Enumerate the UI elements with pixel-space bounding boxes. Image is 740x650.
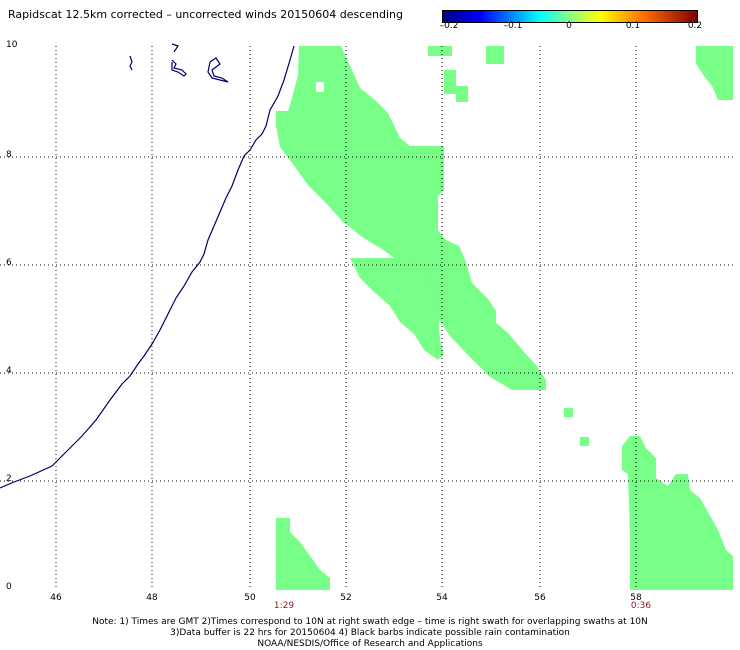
swath-time-left: 1:29 [273,601,295,611]
colorbar-label: 0.2 [687,21,703,31]
x-tick-label: 54 [436,593,448,603]
y-tick-label: 2 [6,474,12,484]
colorbar-label: –0.1 [503,21,523,31]
colorbar [442,10,698,23]
coastline [0,43,295,489]
y-tick-label: 10 [6,40,18,50]
x-tick-label: 48 [146,593,158,603]
grid-lines [0,46,733,590]
wind-difference-patches [276,46,733,590]
x-tick-label: 58 [630,593,642,603]
swath-time-right: 0:36 [630,601,652,611]
x-tick-label: 46 [50,593,62,603]
colorbar-label: –0.2 [439,21,459,31]
y-tick-label: 8 [6,150,12,160]
y-tick-label: 0 [6,582,12,592]
map-title: Rapidscat 12.5km corrected – uncorrected… [8,8,404,21]
note-line-2: 3)Data buffer is 22 hrs for 20150604 4) … [170,628,570,638]
x-tick-label: 50 [244,593,256,603]
y-tick-label: 6 [6,258,12,268]
note-line-3: NOAA/NESDIS/Office of Research and Appli… [257,639,483,649]
y-tick-label: 4 [6,366,12,376]
colorbar-label: 0 [566,21,572,31]
colorbar-label: 0.1 [625,21,641,31]
x-tick-label: 52 [340,593,352,603]
note-line-1: Note: 1) Times are GMT 2)Times correspon… [92,617,648,627]
x-tick-label: 56 [534,593,546,603]
